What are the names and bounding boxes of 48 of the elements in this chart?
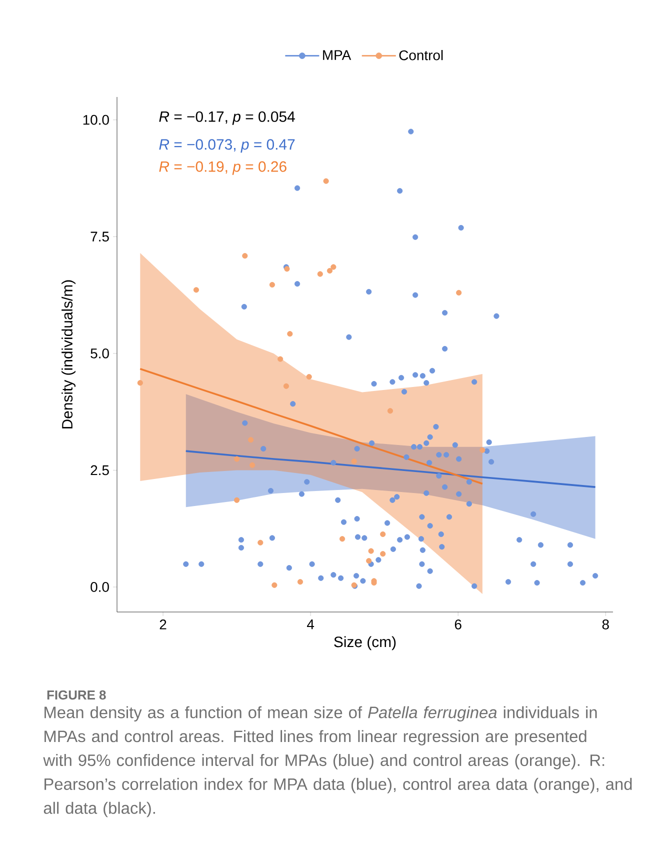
point <box>283 383 290 389</box>
x-tick-label: 8 <box>602 620 609 630</box>
point <box>137 380 143 386</box>
legend-label: Control <box>399 50 443 60</box>
point <box>330 264 336 270</box>
point <box>380 551 386 557</box>
legend-label: MPA <box>323 50 352 60</box>
point <box>272 582 278 588</box>
annotation: R = −0.17, p = 0.054 <box>159 111 295 125</box>
point <box>278 356 284 362</box>
point <box>380 531 386 538</box>
point <box>387 408 394 414</box>
point <box>323 178 329 184</box>
annotation: R = −0.073, p = 0.47 <box>159 139 295 153</box>
line-series <box>185 450 596 488</box>
point <box>269 282 276 288</box>
point <box>480 447 486 453</box>
point <box>242 253 248 259</box>
point <box>306 374 312 380</box>
text: Mean density as a function of mean size of Patella ferruginea individuals in MPAs and control areas. Fitted lines from linear regression are presented with 95% confidence interval for MPAs (blue) and control areas (orange). R: Pearson’s correlation index for MPA data (blue), control area data (orange), and all data (black). <box>43 706 632 818</box>
point <box>326 268 333 274</box>
point <box>249 462 256 468</box>
point <box>234 497 240 503</box>
y-tick-label: 5.0 <box>90 348 109 358</box>
point <box>258 540 264 546</box>
y-axis-title: Density (individuals/m) <box>62 280 76 428</box>
caption: FIGURE 8 <box>47 690 106 700</box>
x-tick-label: 4 <box>306 620 314 630</box>
x-axis-title: Size (cm) <box>334 636 396 650</box>
point <box>248 437 254 443</box>
y-tick-label: 0.0 <box>90 582 109 592</box>
annotation: R = −0.19, p = 0.26 <box>159 161 286 175</box>
point <box>317 271 323 277</box>
y-tick-label: 7.5 <box>90 232 109 242</box>
x-tick-label: 2 <box>160 620 166 630</box>
point <box>456 290 462 296</box>
line-series <box>139 368 484 485</box>
point <box>297 579 304 585</box>
point <box>287 331 293 337</box>
point <box>339 536 346 542</box>
point <box>351 458 357 464</box>
y-tick-label: 10.0 <box>83 114 109 125</box>
point <box>368 548 374 554</box>
point <box>234 456 240 462</box>
point <box>366 558 372 564</box>
point <box>193 287 200 293</box>
y-tick-label: 2.5 <box>90 465 109 476</box>
x-tick-label: 6 <box>454 620 462 630</box>
